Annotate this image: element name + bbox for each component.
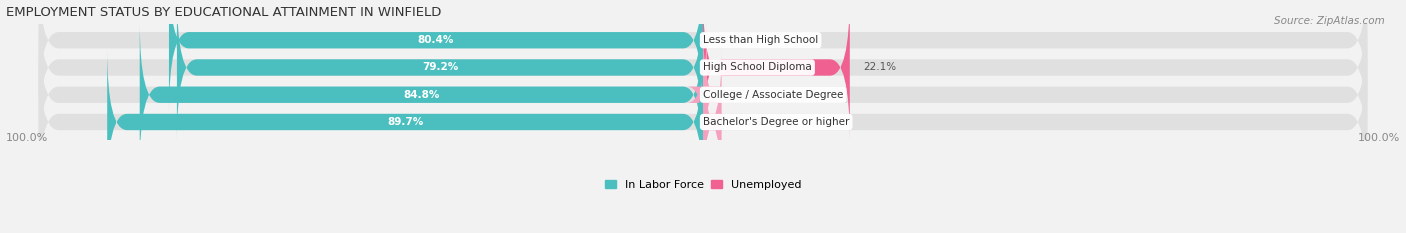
FancyBboxPatch shape (39, 48, 1367, 195)
Text: Less than High School: Less than High School (703, 35, 818, 45)
Text: High School Diploma: High School Diploma (703, 62, 811, 72)
FancyBboxPatch shape (139, 21, 703, 168)
Legend: In Labor Force, Unemployed: In Labor Force, Unemployed (600, 175, 806, 194)
FancyBboxPatch shape (688, 21, 723, 168)
Text: 84.8%: 84.8% (404, 90, 440, 100)
FancyBboxPatch shape (107, 48, 703, 195)
FancyBboxPatch shape (703, 0, 849, 141)
Text: 0.0%: 0.0% (716, 35, 742, 45)
FancyBboxPatch shape (169, 0, 703, 114)
Text: 100.0%: 100.0% (6, 133, 48, 143)
FancyBboxPatch shape (702, 48, 723, 195)
Text: 100.0%: 100.0% (1358, 133, 1400, 143)
Text: 2.8%: 2.8% (735, 117, 762, 127)
Text: Source: ZipAtlas.com: Source: ZipAtlas.com (1274, 16, 1385, 26)
Text: EMPLOYMENT STATUS BY EDUCATIONAL ATTAINMENT IN WINFIELD: EMPLOYMENT STATUS BY EDUCATIONAL ATTAINM… (6, 6, 441, 19)
Text: 22.1%: 22.1% (863, 62, 896, 72)
Text: 79.2%: 79.2% (422, 62, 458, 72)
FancyBboxPatch shape (39, 0, 1367, 141)
FancyBboxPatch shape (39, 21, 1367, 168)
Text: Bachelor's Degree or higher: Bachelor's Degree or higher (703, 117, 849, 127)
FancyBboxPatch shape (39, 0, 1367, 114)
Text: 80.4%: 80.4% (418, 35, 454, 45)
FancyBboxPatch shape (177, 0, 703, 141)
Text: 0.6%: 0.6% (720, 90, 747, 100)
Text: College / Associate Degree: College / Associate Degree (703, 90, 844, 100)
Text: 89.7%: 89.7% (387, 117, 423, 127)
